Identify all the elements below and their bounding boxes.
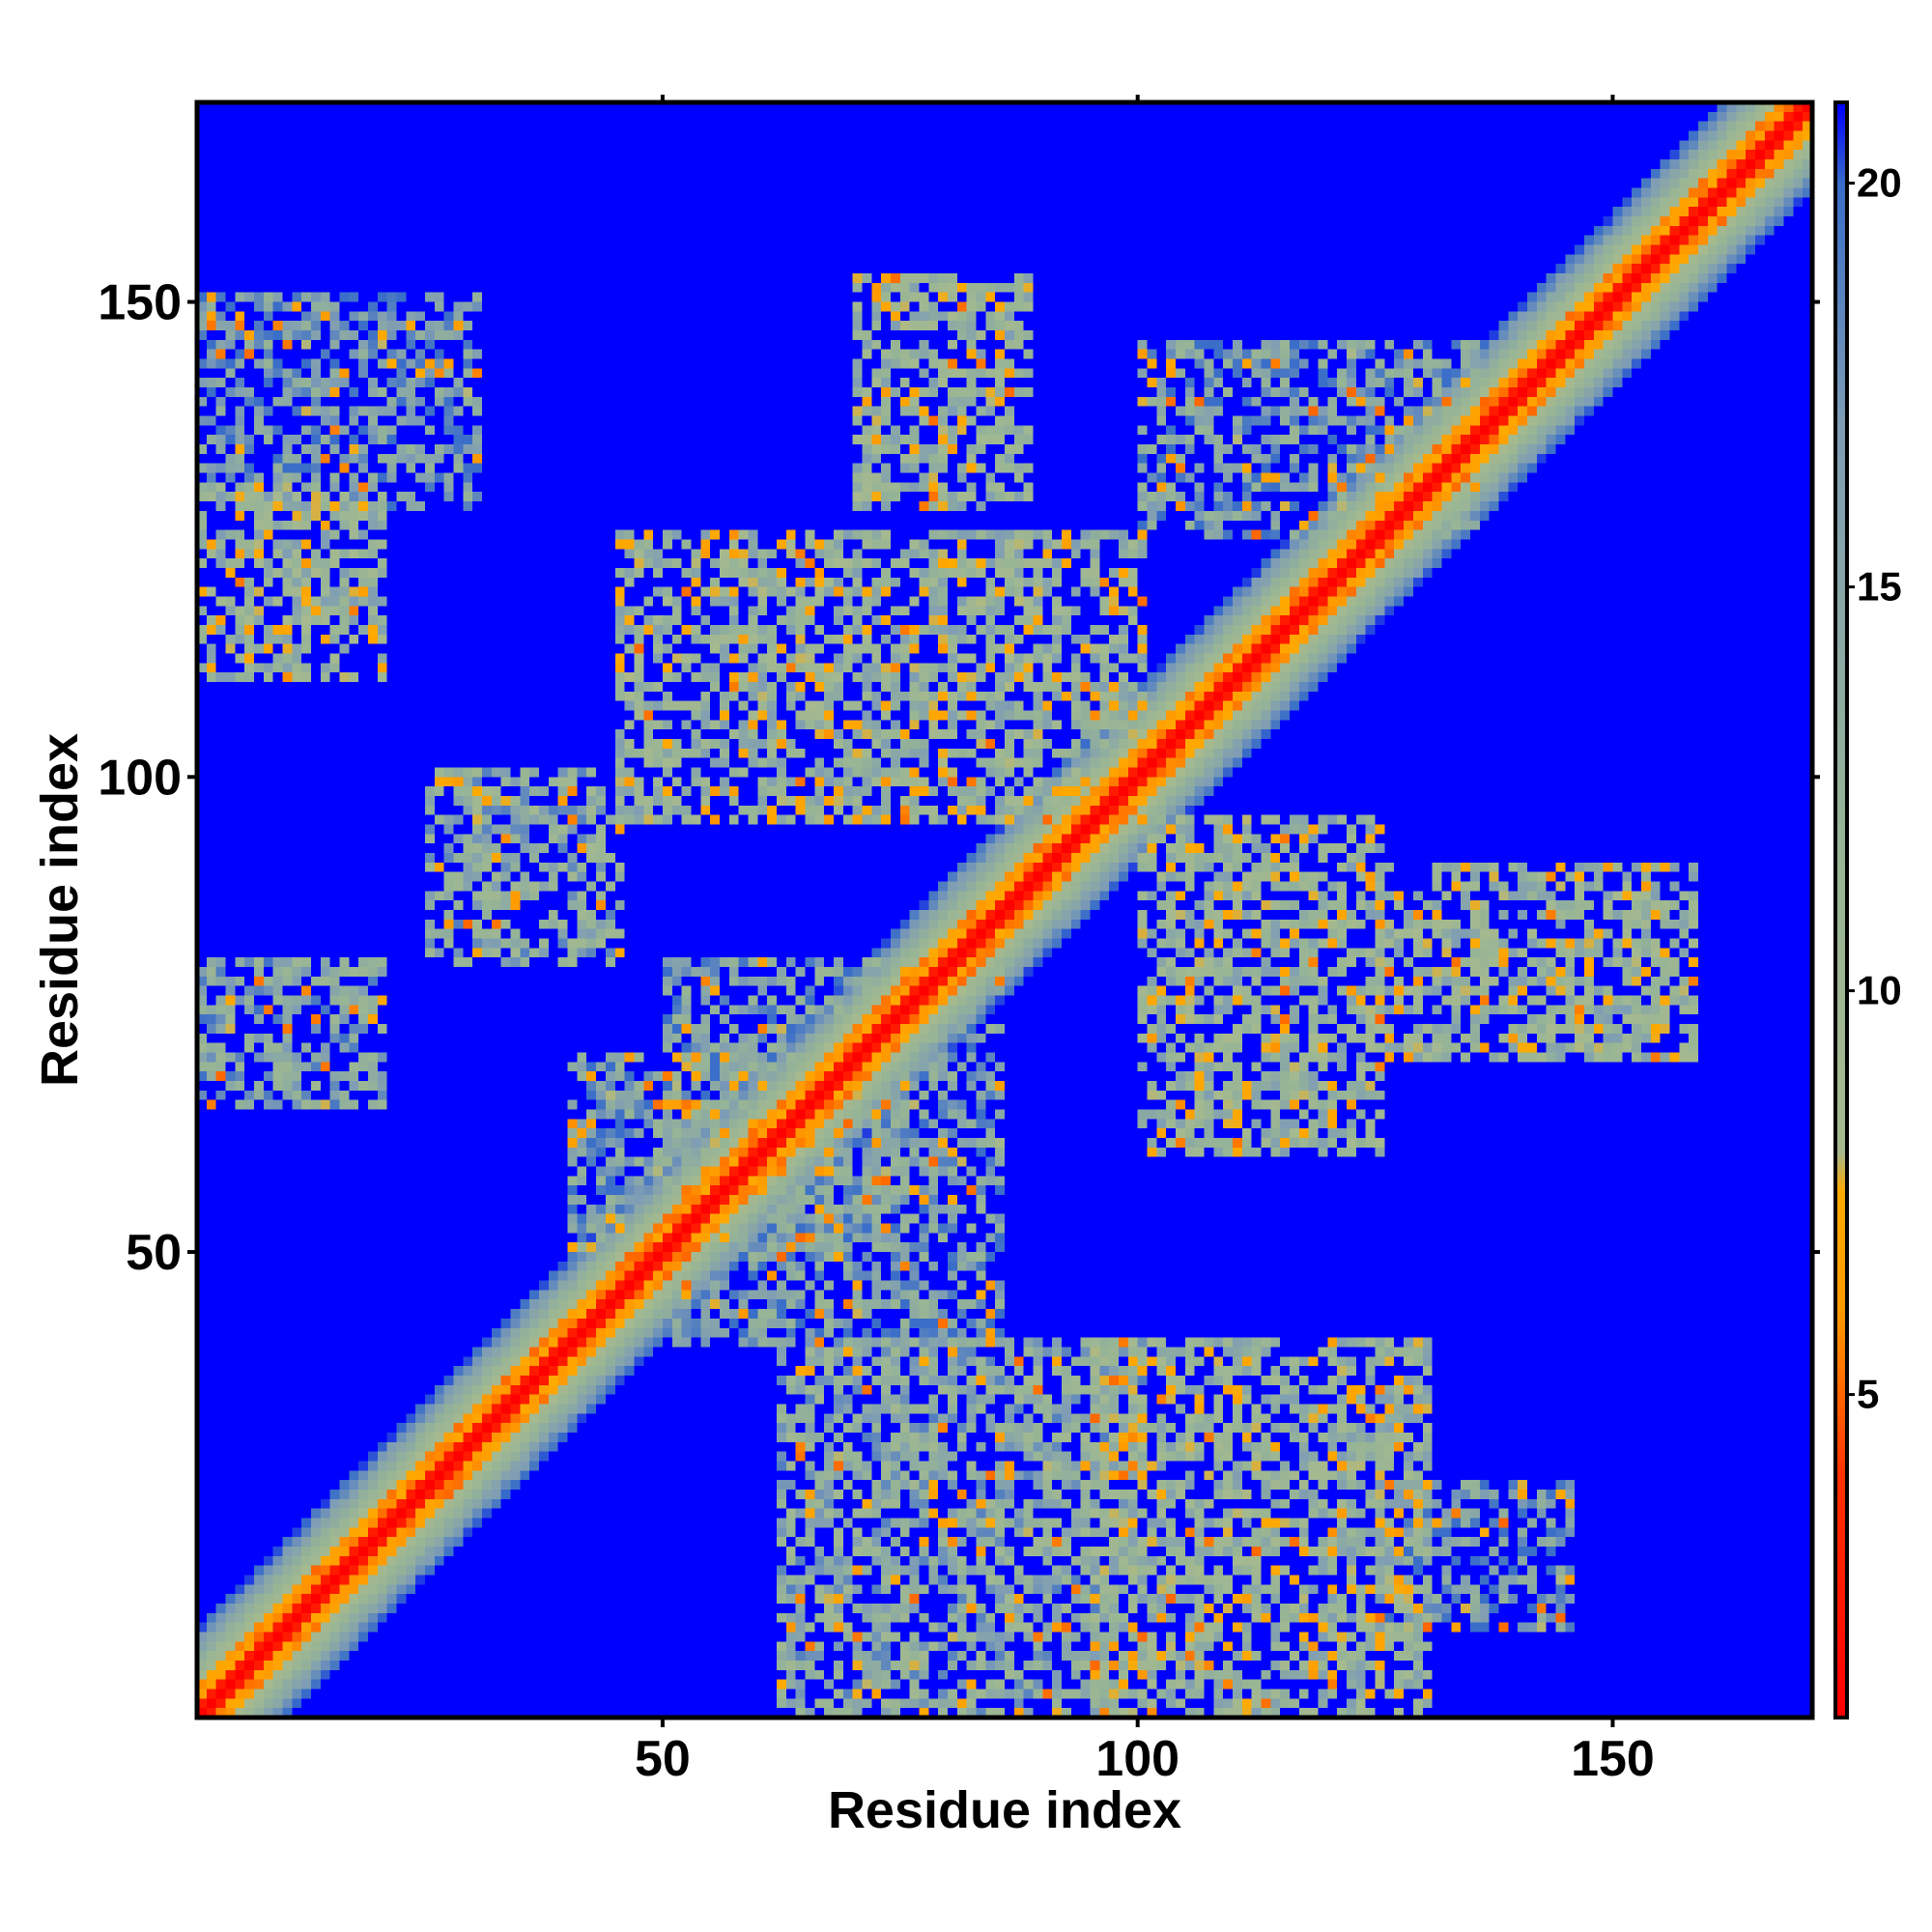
contact-heatmap <box>197 102 1812 1718</box>
y-tick-label: 150 <box>98 275 182 331</box>
x-tick-label: 50 <box>635 1731 691 1787</box>
x-tick-label: 100 <box>1095 1731 1179 1787</box>
y-tick-label: 100 <box>98 750 182 806</box>
x-axis-title: Residue index <box>828 1781 1181 1839</box>
y-tick-label: 50 <box>126 1225 182 1281</box>
x-axis-ticks: 50 100 150 <box>635 95 1655 1787</box>
colorbar-tick-label: 20 <box>1857 160 1902 206</box>
colorbar-tick-label: 10 <box>1857 968 1902 1013</box>
x-tick-label: 150 <box>1571 1731 1655 1787</box>
colorbar-tick-label: 5 <box>1857 1372 1879 1417</box>
colorbar <box>1835 102 1847 1718</box>
y-axis-title: Residue index <box>31 733 89 1087</box>
y-axis-ticks: 50 100 150 <box>98 275 1820 1281</box>
colorbar-ticks: 5 10 15 20 <box>1847 160 1902 1417</box>
colorbar-tick-label: 15 <box>1857 564 1902 610</box>
